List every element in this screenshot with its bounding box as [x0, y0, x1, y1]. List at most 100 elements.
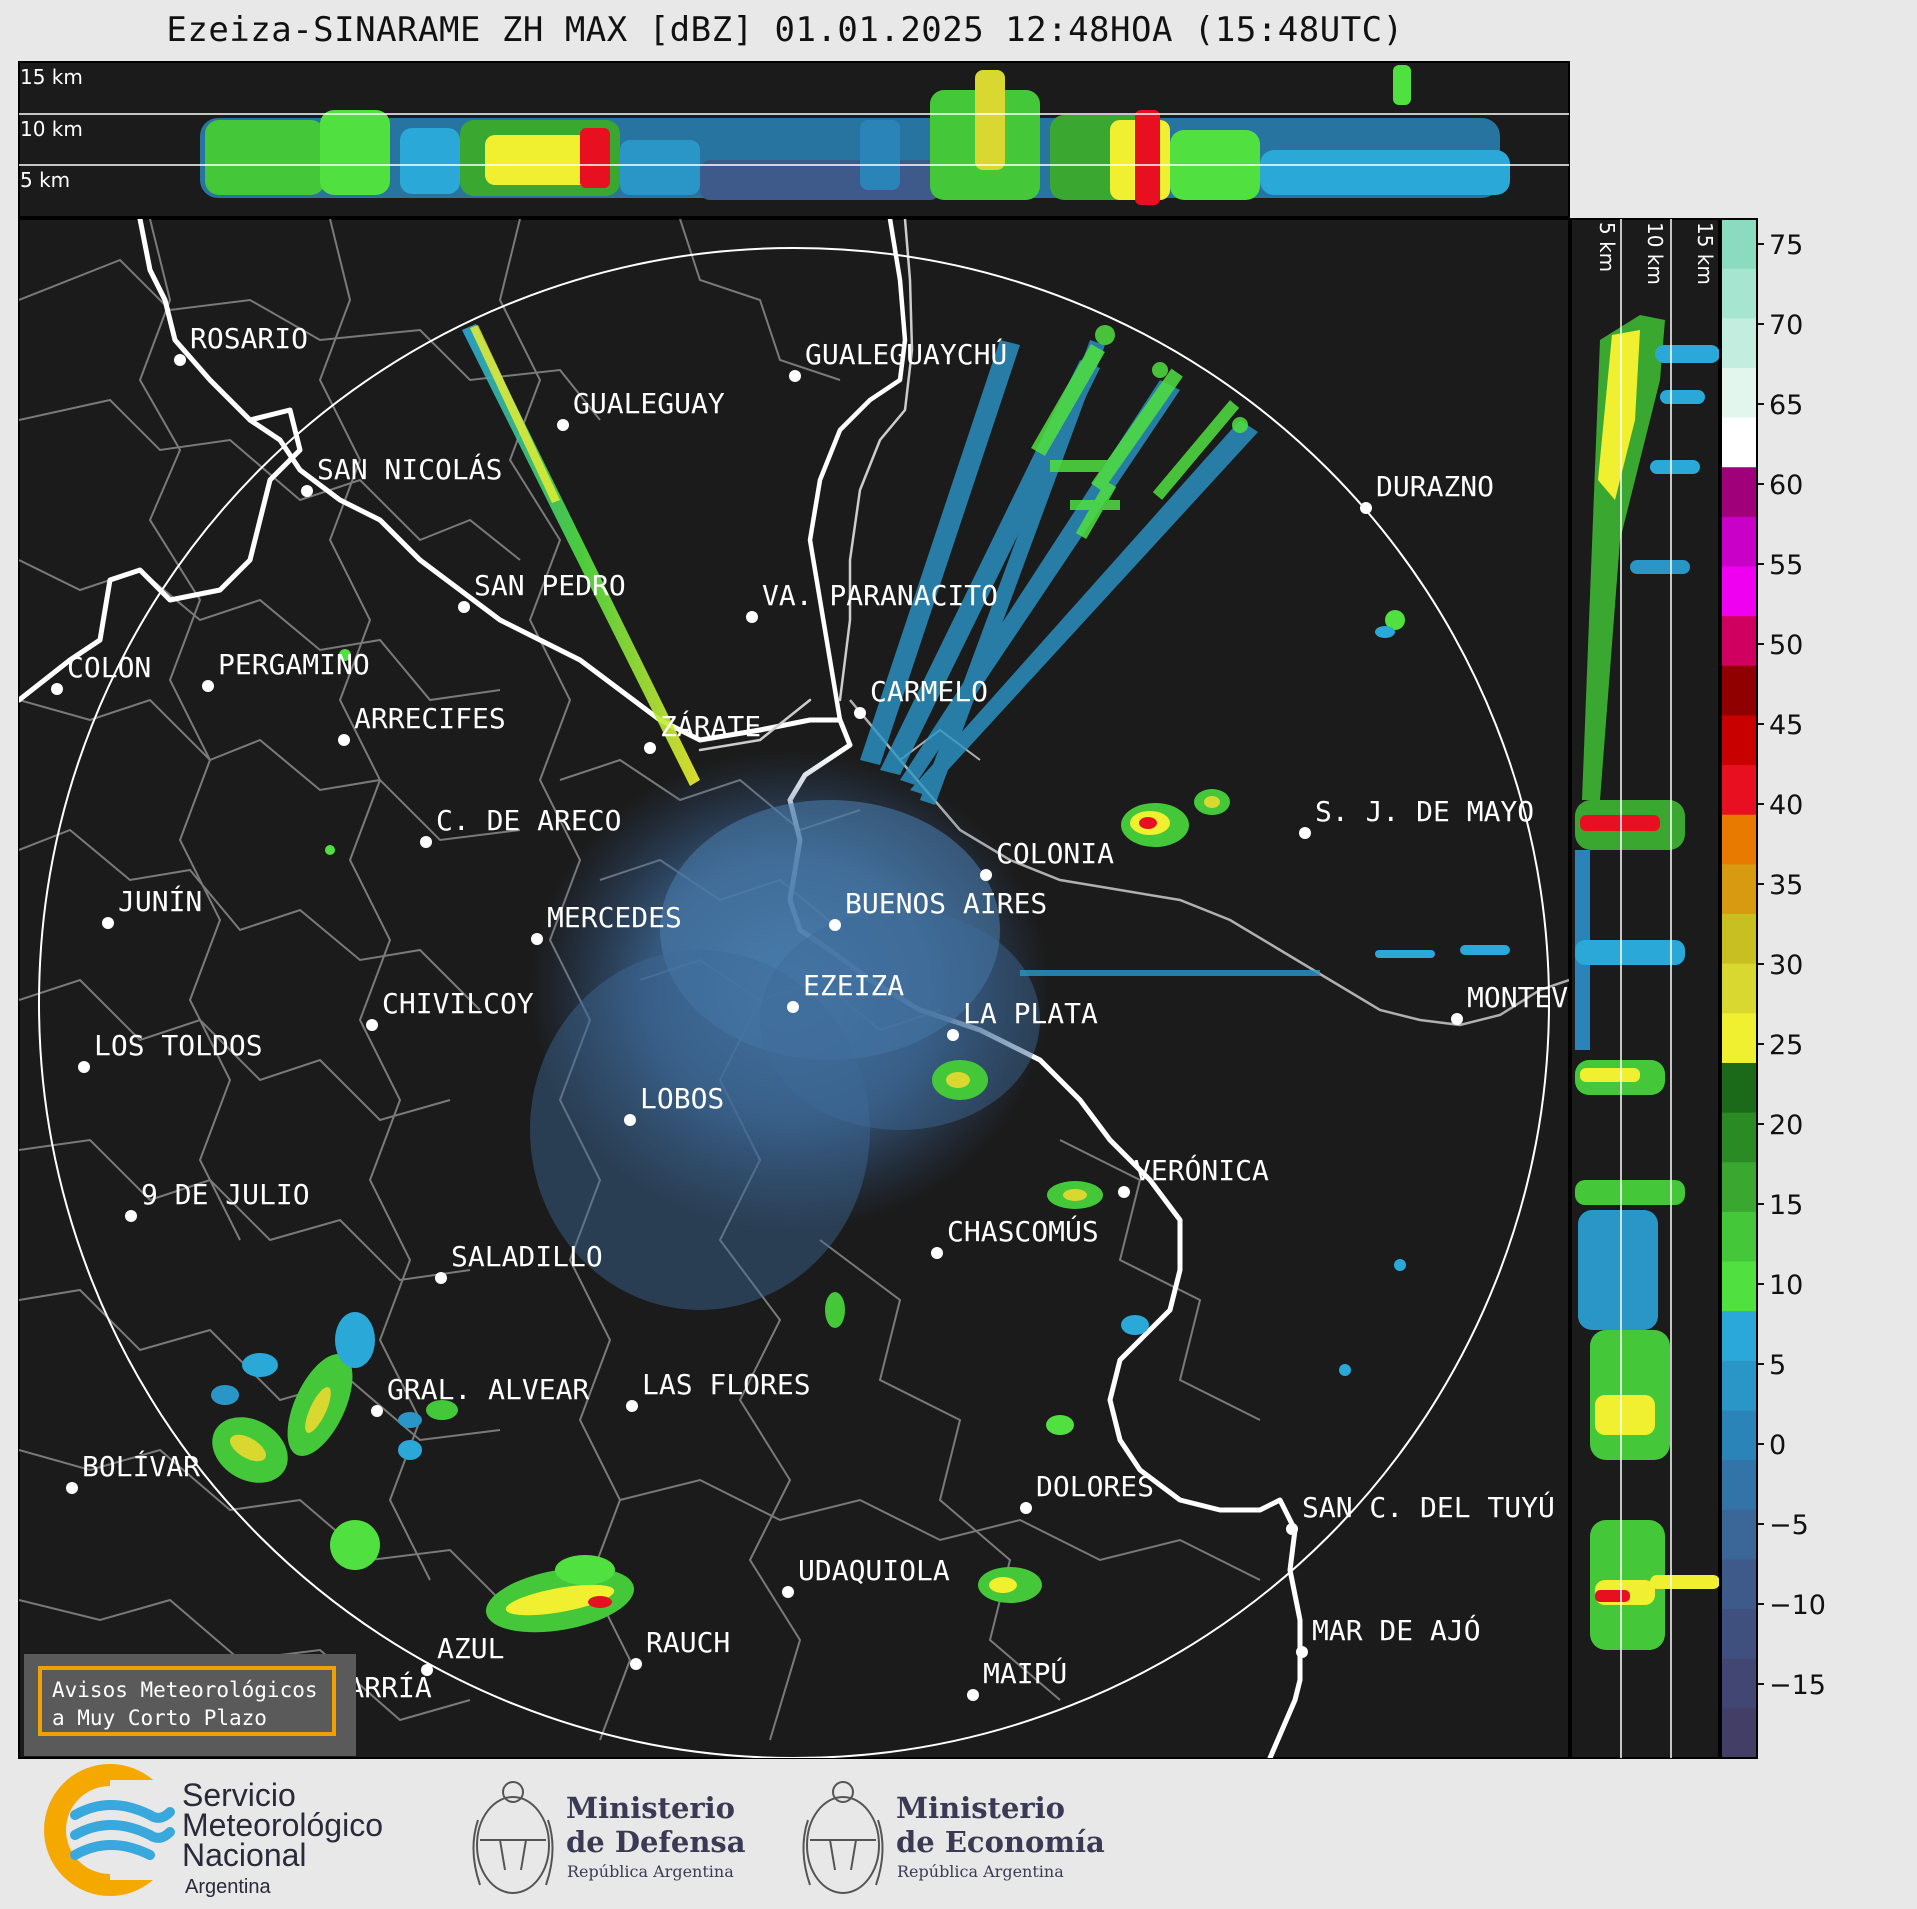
city-label: MONTEVIDEO	[1467, 981, 1636, 1014]
colorbar-segment	[1721, 1261, 1757, 1312]
colorbar-segment	[1721, 1112, 1757, 1163]
defensa-logo-text: de Defensa	[566, 1825, 746, 1859]
colorbar-tick-label: 25	[1769, 1030, 1803, 1061]
colorbar-segment	[1721, 219, 1757, 270]
colorbar-tick-label: 55	[1769, 550, 1803, 581]
city-label: MAIPÚ	[983, 1656, 1067, 1690]
city-label: 9 DE JULIO	[141, 1178, 310, 1211]
colorbar-tick-label: −5	[1769, 1510, 1809, 1541]
colorbar-segment	[1721, 1410, 1757, 1461]
colorbar-tick-label: −15	[1769, 1670, 1826, 1701]
colorbar-tick-label: 35	[1769, 870, 1803, 901]
city-label: LOS TOLDOS	[94, 1029, 263, 1062]
colorbar-segment	[1721, 1162, 1757, 1213]
city-label: ROSARIO	[190, 322, 308, 355]
colorbar-tick-label: 40	[1769, 790, 1803, 821]
colorbar-segment	[1721, 566, 1757, 617]
city-label: LAS FLORES	[642, 1368, 811, 1401]
city-label: GUALEGUAYCHÚ	[805, 337, 1007, 371]
defensa-logo-text: Ministerio	[566, 1791, 735, 1825]
colorbar-segment	[1721, 814, 1757, 865]
city-label: VERÓNICA	[1134, 1153, 1269, 1187]
colorbar-segment	[1721, 516, 1757, 568]
colorbar-tick-label: −10	[1769, 1590, 1826, 1621]
city-label: VA. PARANACITO	[762, 579, 998, 612]
top-height-label: 15 km	[20, 65, 83, 89]
city-label: C. DE ARECO	[436, 804, 621, 837]
city-label: CARMELO	[870, 675, 988, 708]
city-label: JUNÍN	[118, 884, 202, 918]
side-height-label: 5 km	[1595, 222, 1619, 272]
colorbar-tick-label: 10	[1769, 1270, 1803, 1301]
defensa-logo: Ministerio de Defensa República Argentin…	[472, 1781, 746, 1894]
colorbar-tick-label: 5	[1769, 1350, 1786, 1381]
economia-logo-text: de Economía	[896, 1825, 1105, 1859]
city-label: MAR DE AJÓ	[1312, 1613, 1481, 1647]
city-label: SAN PEDRO	[474, 569, 626, 602]
economia-logo-text: República Argentina	[897, 1862, 1064, 1881]
top-cross-section-echoes	[200, 65, 1510, 205]
city-label: BUENOS AIRES	[845, 887, 1047, 920]
colorbar-tick-label: 75	[1769, 230, 1803, 261]
colorbar-segment	[1721, 1311, 1757, 1362]
national-shield-icon	[802, 1781, 884, 1894]
side-cross-section-panel: 5 km 10 km 15 km	[1570, 218, 1720, 1759]
city-label: PERGAMINO	[218, 648, 370, 681]
colorbar-segment	[1721, 914, 1757, 965]
colorbar-segment	[1721, 1609, 1757, 1660]
defensa-logo-text: República Argentina	[567, 1862, 734, 1881]
smn-logo: Servicio Meteorológico Nacional Argentin…	[44, 1764, 383, 1898]
warning-banner-box[interactable]: Avisos Meteorológicos a Muy Corto Plazo	[38, 1666, 336, 1736]
colorbar-tick-label: 65	[1769, 390, 1803, 421]
city-label: BOLÍVAR	[82, 1449, 200, 1483]
colorbar-segment	[1721, 1658, 1757, 1709]
colorbar-segment	[1721, 665, 1757, 717]
national-shield-icon	[472, 1781, 554, 1894]
smn-logo-text: Meteorológico	[182, 1807, 383, 1843]
city-label: COLONIA	[996, 837, 1114, 870]
colorbar-tick-label: 20	[1769, 1110, 1803, 1141]
colorbar-tick-label: 60	[1769, 470, 1803, 501]
city-label: RAUCH	[646, 1626, 730, 1659]
smn-logo-text: Servicio	[182, 1777, 296, 1813]
radar-range-circle	[38, 247, 1550, 1758]
side-height-label: 15 km	[1693, 222, 1717, 285]
colorbar-segment	[1721, 417, 1757, 468]
colorbar-segment	[1721, 963, 1757, 1014]
colorbar-segment	[1721, 318, 1757, 369]
top-cross-section-panel: 15 km 10 km 5 km	[18, 61, 1570, 218]
city-label: SAN C. DEL TUYÚ	[1302, 1490, 1555, 1524]
city-labels: ROSARIO GUALEGUAYCHÚ GUALEGUAY SAN NICOL…	[51, 322, 1636, 1715]
colorbar-segment	[1721, 715, 1757, 766]
economia-logo: Ministerio de Economía República Argenti…	[802, 1781, 1105, 1894]
colorbar-tick-label: 45	[1769, 710, 1803, 741]
colorbar-tick-label: 50	[1769, 630, 1803, 661]
smn-emblem-icon	[44, 1764, 180, 1896]
radar-figure: 15 km 10 km 5 km	[18, 61, 1826, 1759]
colorbar-segment	[1721, 1708, 1757, 1759]
city-label: GRAL. ALVEAR	[387, 1373, 589, 1406]
warning-banner[interactable]: Avisos Meteorológicos a Muy Corto Plazo	[24, 1654, 356, 1756]
southwest-storm-cells	[211, 649, 1406, 1633]
colorbar-segment	[1721, 1460, 1757, 1511]
colorbar-tick-label: 70	[1769, 310, 1803, 341]
figure-title: Ezeiza-SINARAME ZH MAX [dBZ] 01.01.2025 …	[166, 10, 1404, 50]
city-label: AZUL	[437, 1632, 504, 1665]
colorbar-segment	[1721, 1509, 1757, 1561]
city-label: CHIVILCOY	[382, 987, 534, 1020]
city-label: LA PLATA	[963, 997, 1098, 1030]
colorbar-segment	[1721, 1013, 1757, 1064]
city-label: SAN NICOLÁS	[317, 452, 502, 486]
side-height-label: 10 km	[1643, 222, 1667, 285]
colorbar-segment	[1721, 1062, 1757, 1114]
colorbar-tick-label: 30	[1769, 950, 1803, 981]
radar-echoes	[211, 324, 1510, 1633]
city-label: GUALEGUAY	[573, 387, 725, 420]
colorbar-segment	[1721, 1559, 1757, 1610]
city-label: UDAQUIOLA	[798, 1554, 950, 1587]
top-height-label: 5 km	[20, 168, 70, 192]
city-label: COLON	[67, 651, 151, 684]
colorbar-segment	[1721, 1360, 1757, 1412]
